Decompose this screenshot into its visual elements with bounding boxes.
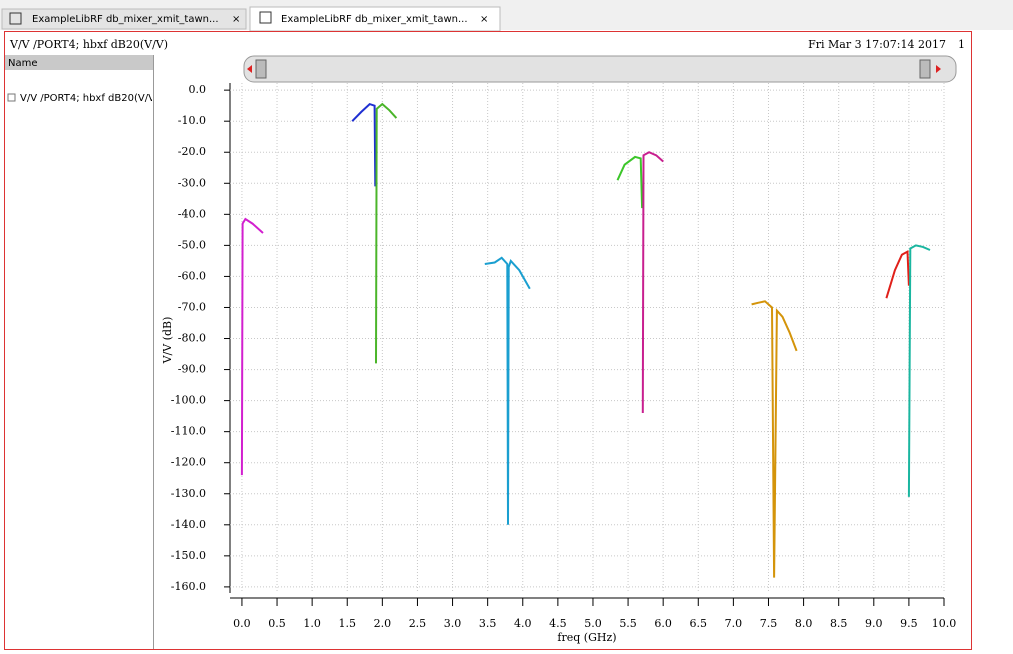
header-title: V/V /PORT4; hbxf dB20(V/V) xyxy=(9,38,168,51)
y-tick-label: -10.0 xyxy=(178,114,206,127)
x-tick-label: 10.0 xyxy=(932,617,957,630)
x-tick-label: 3.0 xyxy=(444,617,462,630)
series-line xyxy=(375,102,398,364)
x-tick-label: 4.0 xyxy=(514,617,532,630)
y-tick-label: -50.0 xyxy=(178,238,206,251)
tab-icon xyxy=(9,12,22,25)
series-line xyxy=(885,249,910,299)
series-line xyxy=(351,102,377,187)
tab-close[interactable]: × xyxy=(480,14,488,25)
x-tick-label: 5.5 xyxy=(619,617,637,630)
tab-label: ExampleLibRF db_mixer_xmit_tawn... xyxy=(32,14,219,25)
y-tick-label: -40.0 xyxy=(178,207,206,220)
overview-arrow[interactable] xyxy=(936,65,941,73)
x-tick-label: 6.5 xyxy=(690,617,708,630)
series-line xyxy=(616,155,644,209)
y-tick-label: -70.0 xyxy=(178,300,206,313)
tree-expander[interactable] xyxy=(7,93,16,102)
overview-handle[interactable] xyxy=(255,59,267,79)
y-tick-label: -110.0 xyxy=(171,425,206,438)
header-page: 1 xyxy=(958,38,965,51)
sidebar-heading: Name xyxy=(8,58,38,69)
series-line xyxy=(484,256,531,525)
y-tick-label: -140.0 xyxy=(171,518,206,531)
x-tick-label: 8.0 xyxy=(795,617,813,630)
y-tick-label: -120.0 xyxy=(171,456,206,469)
tab-label: ExampleLibRF db_mixer_xmit_tawn... xyxy=(281,14,468,25)
tree-clip: V/V /PORT4; hbxf dB20(V/V xyxy=(20,93,155,104)
y-axis-label: V/V (dB) xyxy=(161,317,174,365)
y-tick-label: -30.0 xyxy=(178,176,206,189)
y-tick-label: -20.0 xyxy=(178,145,206,158)
x-tick-label: 9.5 xyxy=(900,617,918,630)
x-tick-label: 0.0 xyxy=(233,617,251,630)
plot: 0.0 -10.0 -20.0 -30.0 -40.0 -50.0 -60.0 -70.0 -8… xyxy=(161,83,956,644)
sidebar-heading-bg xyxy=(5,55,153,70)
x-tick-label: 7.5 xyxy=(760,617,778,630)
x-tick-label: 7.0 xyxy=(725,617,743,630)
x-tick-label: 2.5 xyxy=(409,617,427,630)
x-axis-label: freq (GHz) xyxy=(557,631,616,644)
x-tick-label: 6.0 xyxy=(654,617,672,630)
tab-close[interactable]: × xyxy=(232,14,240,25)
overview-handle[interactable] xyxy=(919,59,931,79)
overview-arrow[interactable] xyxy=(247,65,252,73)
header-date: Fri Mar 3 17:07:14 2017 xyxy=(808,38,946,51)
series-line xyxy=(907,244,931,497)
tree-item[interactable]: V/V /PORT4; hbxf dB20(V/V xyxy=(20,93,155,104)
x-tick-label: 8.5 xyxy=(830,617,848,630)
y-tick-label: -60.0 xyxy=(178,269,206,282)
tab-icon xyxy=(259,11,272,24)
y-tick-label: -160.0 xyxy=(171,580,206,593)
x-tick-label: 4.5 xyxy=(549,617,567,630)
x-tick-label: 9.0 xyxy=(865,617,883,630)
x-tick-label: 1.5 xyxy=(338,617,356,630)
series-line xyxy=(240,217,264,476)
x-tick-label: 0.5 xyxy=(268,617,286,630)
series-line xyxy=(641,151,664,414)
y-tick-label: -130.0 xyxy=(171,487,206,500)
tab-active[interactable] xyxy=(249,6,501,32)
x-tick-label: 5.0 xyxy=(584,617,602,630)
y-tick-label: -90.0 xyxy=(178,363,206,376)
y-tick-label: -100.0 xyxy=(171,394,206,407)
series-line xyxy=(751,300,798,578)
y-tick-label: 0.0 xyxy=(189,83,207,96)
y-tick-label: -80.0 xyxy=(178,332,206,345)
x-tick-label: 1.0 xyxy=(303,617,321,630)
y-tick-label: -150.0 xyxy=(171,549,206,562)
overview-bar[interactable] xyxy=(243,55,957,83)
x-tick-label: 3.5 xyxy=(479,617,497,630)
sidebar xyxy=(5,55,153,649)
tab[interactable] xyxy=(1,8,247,30)
x-tick-label: 2.0 xyxy=(374,617,392,630)
